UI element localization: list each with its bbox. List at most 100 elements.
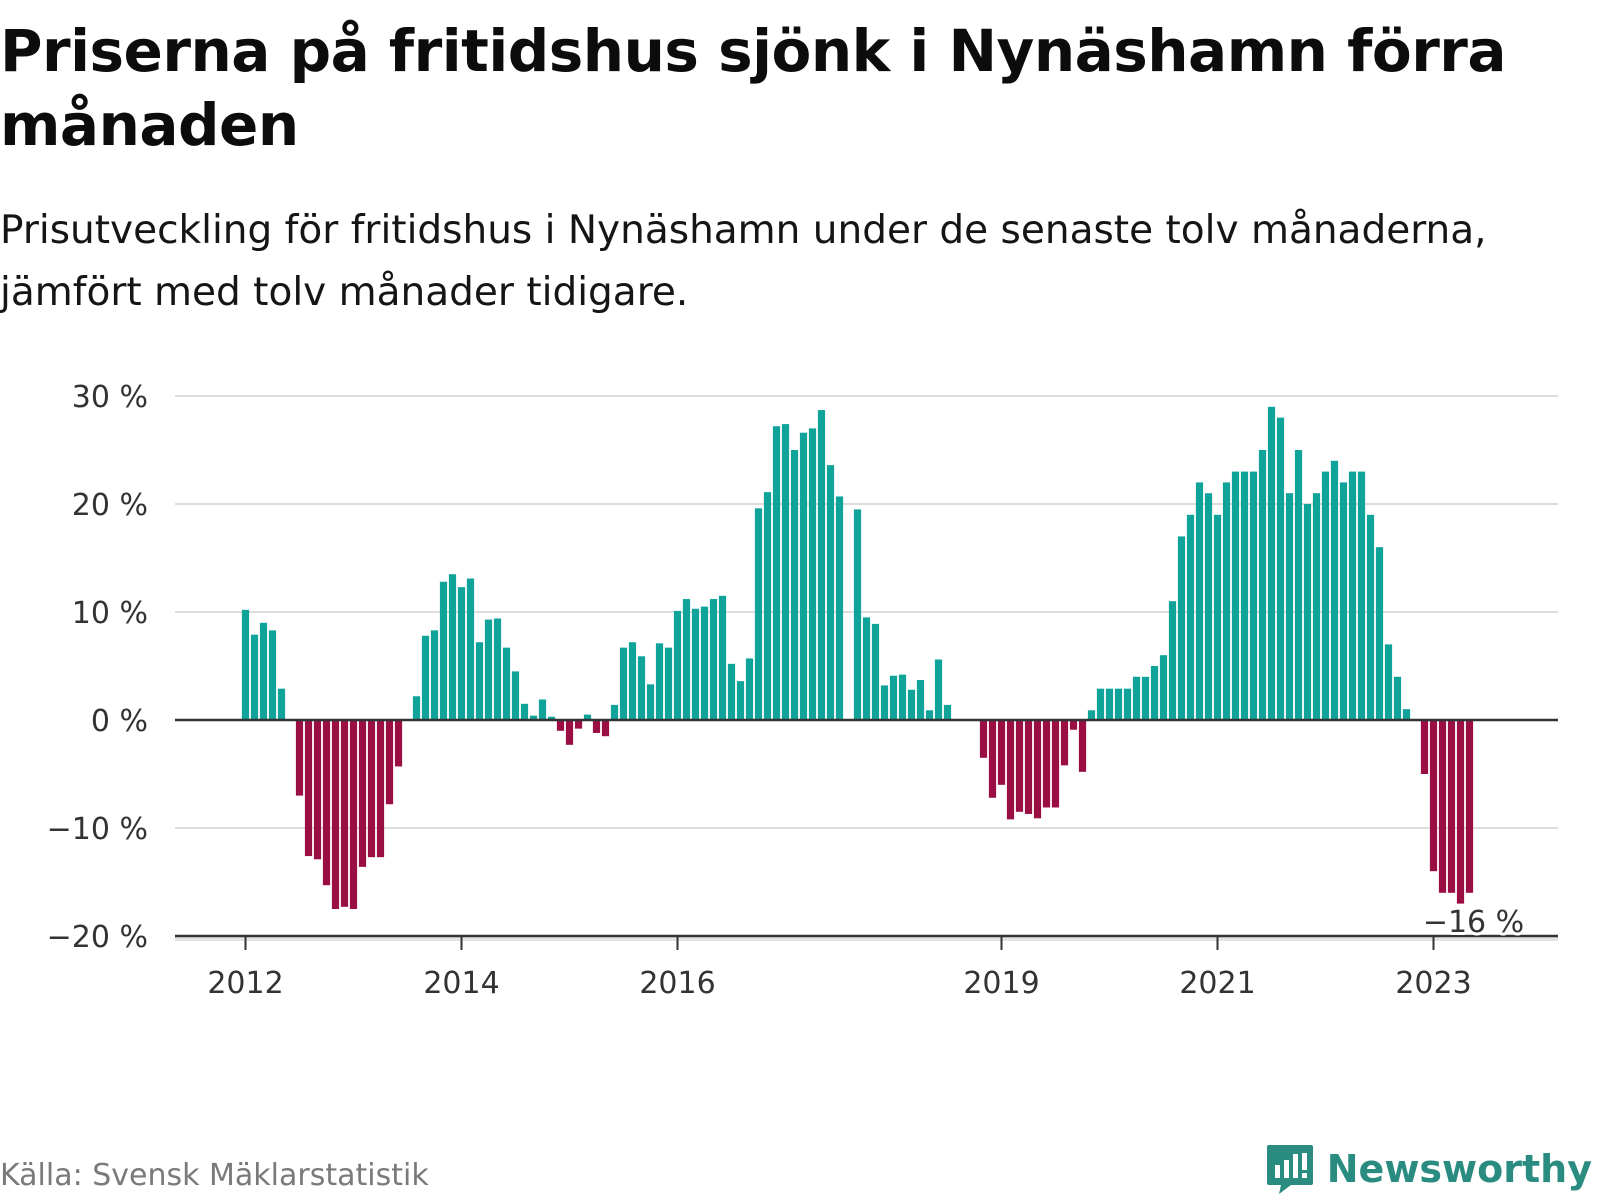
bar <box>754 508 763 720</box>
bar <box>1186 514 1195 720</box>
bar <box>1015 720 1024 812</box>
bar <box>1447 720 1456 893</box>
bar <box>1366 514 1375 720</box>
source-note: Källa: Svensk Mäklarstatistik <box>0 1158 429 1193</box>
bar <box>619 647 628 720</box>
bar <box>934 659 943 720</box>
x-tick-label: 2012 <box>207 966 283 1001</box>
bar <box>1321 471 1330 720</box>
bar <box>781 424 790 720</box>
y-tick-label: 0 % <box>91 704 148 739</box>
bar <box>1213 514 1222 720</box>
bar <box>1006 720 1015 820</box>
y-tick-label: −20 % <box>47 920 148 955</box>
bar <box>502 647 511 720</box>
bar <box>358 720 367 867</box>
bar <box>1150 666 1159 720</box>
bar <box>736 681 745 720</box>
bar <box>1231 471 1240 720</box>
bar <box>1384 644 1393 720</box>
bar <box>1393 676 1402 720</box>
newsworthy-icon <box>1266 1145 1313 1194</box>
bar <box>1420 720 1429 774</box>
bar <box>1267 406 1276 720</box>
bar <box>835 496 844 720</box>
bar <box>1033 720 1042 819</box>
bar <box>1330 460 1339 720</box>
y-tick-label: 20 % <box>72 488 148 523</box>
bar <box>826 465 835 720</box>
bar <box>601 720 610 737</box>
bar <box>574 720 583 729</box>
bar <box>907 689 916 720</box>
bar <box>241 609 250 720</box>
bar <box>691 608 700 720</box>
bar <box>745 658 754 720</box>
axes <box>175 718 1558 950</box>
bar <box>1069 720 1078 730</box>
bars <box>241 406 1474 909</box>
bar <box>637 656 646 720</box>
bar <box>898 674 907 720</box>
bar <box>385 720 394 805</box>
bar <box>1276 417 1285 720</box>
brand-logo: Newsworthy <box>1265 1143 1592 1195</box>
x-tick-label: 2014 <box>423 966 499 1001</box>
axis-band <box>175 937 1558 941</box>
bar <box>997 720 1006 785</box>
bar <box>412 696 421 720</box>
bar <box>1114 688 1123 720</box>
bar <box>763 492 772 720</box>
bar <box>421 635 430 720</box>
bar <box>1078 720 1087 772</box>
bar <box>394 720 403 767</box>
bar <box>799 432 808 720</box>
bar <box>727 663 736 720</box>
bar <box>313 720 322 860</box>
bar <box>1357 471 1366 720</box>
bar <box>1042 720 1051 808</box>
bar <box>610 704 619 720</box>
last-value-label: −16 % <box>1423 905 1524 940</box>
bar <box>664 647 673 720</box>
bar <box>1438 720 1447 893</box>
bar <box>871 623 880 720</box>
bar <box>853 509 862 720</box>
bar <box>322 720 331 886</box>
bar <box>1294 450 1303 720</box>
bar <box>1249 471 1258 720</box>
bar <box>1096 688 1105 720</box>
bar <box>1375 547 1384 720</box>
bar <box>862 617 871 720</box>
bar <box>1258 450 1267 720</box>
bar <box>565 720 574 745</box>
bar <box>493 618 502 720</box>
bar <box>475 642 484 720</box>
bar <box>673 610 682 720</box>
bar <box>700 606 709 720</box>
bar <box>1024 720 1033 814</box>
bar <box>988 720 997 798</box>
bar <box>1465 720 1474 893</box>
bar <box>583 714 592 720</box>
bar <box>1132 676 1141 720</box>
bar <box>925 710 934 720</box>
bar <box>1087 710 1096 720</box>
bar <box>376 720 385 858</box>
bar <box>268 630 277 720</box>
bar <box>916 680 925 720</box>
bar <box>529 715 538 720</box>
y-tick-label: 30 % <box>72 380 148 415</box>
bar <box>1312 493 1321 720</box>
bar <box>1285 493 1294 720</box>
bar <box>259 622 268 720</box>
bar <box>250 634 259 720</box>
bar <box>880 685 889 720</box>
bar <box>466 578 475 720</box>
bar <box>655 643 664 720</box>
bar <box>889 675 898 720</box>
bar <box>1240 471 1249 720</box>
bar <box>979 720 988 758</box>
x-tick-label: 2019 <box>963 966 1039 1001</box>
bar <box>1195 482 1204 720</box>
